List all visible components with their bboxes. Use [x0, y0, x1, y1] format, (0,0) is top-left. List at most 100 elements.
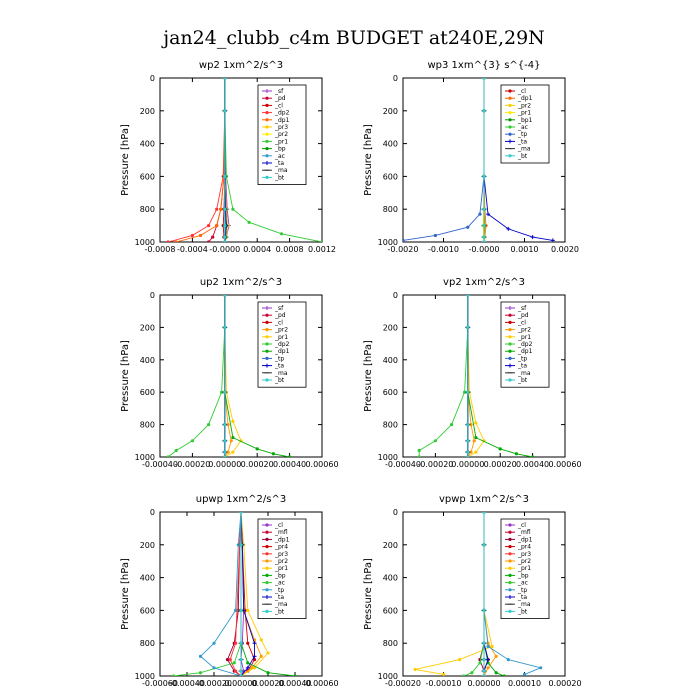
legend-entry: _pd	[262, 312, 286, 319]
data-point	[198, 233, 203, 238]
legend-entry: _bt	[262, 608, 285, 615]
figure-title: jan24_clubb_c4m BUDGET at240E,29N	[161, 27, 545, 49]
x-tick-label: 0.00000	[224, 679, 257, 688]
data-point	[550, 238, 555, 242]
data-point	[320, 240, 322, 242]
legend-entry: _ma	[505, 146, 531, 153]
data-point	[486, 657, 491, 662]
x-tick-label: 0.00040	[516, 460, 549, 469]
y-tick-label: 400	[383, 140, 398, 149]
data-point	[174, 448, 178, 453]
legend-entry: _ta	[262, 363, 284, 370]
legend-entry: _pr1	[505, 110, 531, 117]
legend-marker	[265, 559, 269, 563]
data-point	[522, 672, 527, 676]
x-tick-label: -0.0004	[177, 245, 208, 254]
legend-label: _tp	[274, 587, 284, 594]
data-point	[207, 423, 211, 427]
legend-entry: _bp	[505, 572, 529, 579]
legend-label: _pr2	[274, 131, 288, 138]
data-point	[234, 608, 238, 613]
legend-entry: _tp	[505, 587, 527, 594]
y-axis-label: Pressure [hPa]	[120, 340, 131, 412]
legend-label: _pr1	[274, 138, 288, 145]
data-point	[246, 661, 250, 665]
legend-marker	[265, 566, 269, 570]
data-point	[223, 174, 227, 178]
data-point	[239, 669, 243, 673]
x-tick-label: 0.00040	[273, 460, 306, 469]
data-point	[266, 671, 270, 675]
legend-entry: _bt	[262, 174, 285, 181]
data-point	[482, 674, 486, 676]
data-point	[212, 641, 216, 645]
data-point	[198, 654, 203, 658]
legend-entry: _dp1	[262, 536, 290, 543]
legend: _sf_pd_cl_dp2_dp1_pr3_pr2_pr1_bp_ac_ta_m…	[257, 84, 307, 185]
legend-marker	[265, 363, 269, 368]
data-point	[223, 439, 227, 443]
data-point	[482, 669, 486, 673]
legend-marker	[265, 609, 269, 614]
panel-title: wp3 1xm^{3} s^{-4}	[427, 60, 540, 71]
data-point	[494, 671, 498, 675]
y-tick-label: 200	[140, 107, 155, 116]
x-tick-label: -0.00020	[385, 679, 421, 688]
legend-marker	[508, 363, 512, 368]
legend-label: _pd	[274, 95, 286, 102]
legend: _cl_mfl_dp1_pr4_pr3_pr2_pr1_bp_ac_tp_ta_…	[500, 518, 550, 619]
data-point	[223, 325, 227, 329]
y-tick-label: 600	[383, 388, 398, 397]
legend-marker	[265, 328, 269, 332]
y-tick-label: 800	[383, 421, 398, 430]
data-point	[215, 207, 219, 211]
legend-entry: _ma	[505, 370, 531, 377]
legend-entry: _ta	[505, 138, 527, 145]
legend-marker	[265, 154, 269, 158]
x-tick-label: -0.00020	[417, 460, 453, 469]
data-point	[232, 661, 236, 665]
data-point	[190, 233, 194, 238]
data-point	[482, 658, 486, 662]
x-tick-label: -0.00040	[385, 460, 421, 469]
legend-marker	[265, 581, 269, 585]
data-point	[212, 666, 216, 670]
panel-4: vp2 1xm^2/s^3 Pressure [hPa] 0 200 400 600 800…	[363, 277, 582, 469]
data-point	[482, 109, 486, 113]
panel-title: upwp 1xm^2/s^3	[196, 494, 286, 505]
legend-entry: _pr2	[262, 327, 288, 334]
y-axis-label: Pressure [hPa]	[363, 340, 374, 412]
data-point	[223, 207, 227, 211]
data-point	[506, 658, 510, 662]
legend-label: _dp1	[517, 95, 533, 102]
legend-entry: _ta	[505, 363, 527, 370]
legend-label: _bp	[274, 572, 286, 579]
legend-marker	[508, 588, 512, 592]
legend-marker	[508, 581, 512, 585]
legend-label: _ac	[274, 580, 285, 587]
data-point	[472, 439, 476, 443]
legend-label: _tp	[274, 355, 284, 362]
data-point	[506, 226, 511, 231]
y-axis-label: Pressure [hPa]	[120, 124, 131, 196]
data-point	[539, 666, 543, 670]
legend-marker	[265, 537, 269, 542]
data-point	[255, 447, 259, 451]
data-point	[190, 439, 194, 443]
data-point	[466, 455, 470, 457]
legend-label: _ta	[517, 138, 527, 145]
legend-label: _pr4	[517, 544, 531, 551]
legend-entry: _pr2	[505, 558, 531, 565]
x-tick-label: -0.0000	[469, 245, 500, 254]
x-tick-label: 0.0012	[308, 245, 336, 254]
legend-marker	[265, 523, 269, 527]
data-point	[458, 658, 462, 662]
x-tick-label: 0.00010	[508, 679, 541, 688]
y-tick-label: 200	[383, 323, 398, 332]
data-point	[482, 641, 486, 645]
y-tick-label: 800	[140, 421, 155, 430]
data-point	[259, 654, 263, 658]
data-point	[219, 207, 223, 211]
legend-entry: _ac	[505, 580, 528, 587]
y-tick-label: 1000	[135, 453, 155, 462]
